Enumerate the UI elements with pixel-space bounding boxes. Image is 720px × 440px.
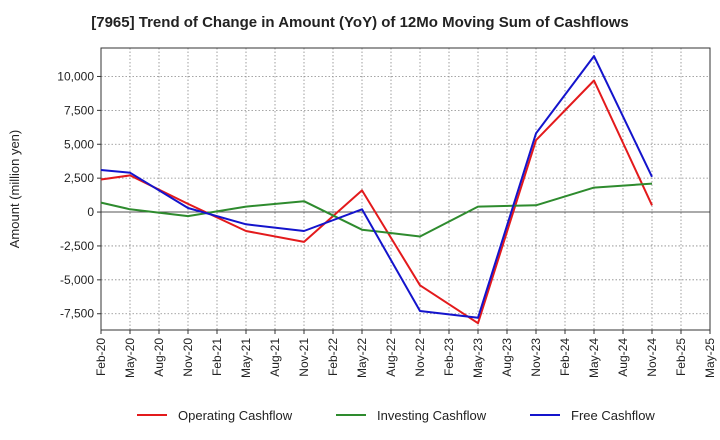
x-tick-label: May-22 [355, 338, 369, 378]
x-axis: Feb-20 May-20 Aug-20 Nov-20 Feb-21 May-21 Aug-… [94, 330, 717, 378]
y-axis: 10,000 7,500 5,000 2,500 0 -2,500 -5,000 -7,500 [57, 69, 101, 321]
y-axis-label: Amount (million yen) [7, 130, 22, 249]
y-tick-label: -7,500 [60, 307, 94, 321]
x-tick-label: Feb-21 [210, 338, 224, 376]
y-tick-label: 0 [87, 205, 94, 219]
y-tick-label: -2,500 [60, 239, 94, 253]
x-tick-label: May-21 [239, 338, 253, 378]
x-tick-label: Nov-21 [297, 338, 311, 377]
x-tick-label: May-25 [703, 338, 717, 378]
y-tick-label: 2,500 [64, 171, 94, 185]
x-tick-label: Aug-20 [152, 338, 166, 377]
investing-cashflow-line [100, 182, 653, 238]
x-tick-label: May-24 [587, 338, 601, 378]
chart-title: [7965] Trend of Change in Amount (YoY) o… [91, 14, 629, 31]
y-tick-label: 5,000 [64, 137, 94, 151]
investing-cashflow-legend-label: Investing Cashflow [377, 408, 487, 423]
grid-lines [100, 48, 711, 330]
x-tick-label: Feb-24 [558, 338, 572, 376]
x-tick-label: May-20 [123, 338, 137, 378]
x-tick-label: Aug-24 [616, 338, 630, 377]
x-tick-label: Feb-25 [674, 338, 688, 376]
x-tick-label: Aug-22 [384, 338, 398, 377]
y-tick-label: -5,000 [60, 273, 94, 287]
x-tick-label: Feb-20 [94, 338, 108, 376]
operating-cashflow-legend-label: Operating Cashflow [178, 408, 293, 423]
y-tick-label: 7,500 [64, 103, 94, 117]
operating-cashflow-line [100, 79, 653, 325]
x-tick-label: Nov-20 [181, 338, 195, 377]
series-lines [100, 55, 653, 325]
plot-area-frame [100, 47, 711, 331]
y-tick-label: 10,000 [57, 69, 94, 83]
x-tick-label: Nov-24 [645, 338, 659, 377]
x-tick-label: Aug-21 [268, 338, 282, 377]
x-tick-label: Aug-23 [500, 338, 514, 377]
x-tick-label: Feb-22 [326, 338, 340, 376]
x-tick-label: Nov-22 [413, 338, 427, 377]
free-cashflow-legend-label: Free Cashflow [571, 408, 655, 423]
x-tick-label: May-23 [471, 338, 485, 378]
legend: Operating Cashflow Investing Cashflow Free… [137, 408, 655, 423]
free-cashflow-line [100, 55, 653, 319]
x-tick-label: Feb-23 [442, 338, 456, 376]
x-tick-label: Nov-23 [529, 338, 543, 377]
